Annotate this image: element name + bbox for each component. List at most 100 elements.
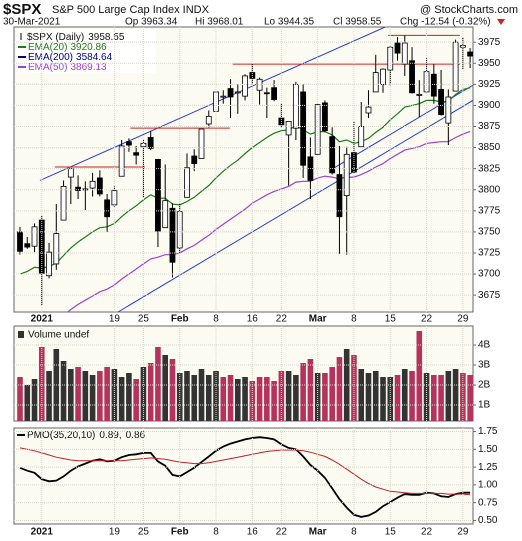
- candle-body: [416, 94, 423, 96]
- pmo-plot: [19, 436, 471, 518]
- volume-bar: [82, 371, 89, 421]
- candle-body: [126, 141, 132, 146]
- down-arrow: [497, 19, 505, 25]
- legend-entry: EMA(200) 3584.64: [28, 52, 113, 63]
- legend-name: PMO(35,20,10): [27, 430, 95, 441]
- legend-value: 3869.13: [70, 62, 107, 73]
- x-tick-label: 15: [385, 314, 397, 325]
- volume-bar: [169, 359, 176, 421]
- y-tick-label: 3925: [478, 79, 501, 90]
- volume-bar: [467, 375, 473, 421]
- x-tick-label: 19: [109, 314, 121, 325]
- x-tick-label: 25: [138, 527, 150, 538]
- x-tick-label: 16: [247, 527, 259, 538]
- x-tick-label: 2021: [31, 527, 54, 538]
- candle-body: [118, 145, 125, 177]
- candle-body: [452, 41, 459, 92]
- volume-bar: [126, 373, 132, 421]
- volume-bar: [401, 369, 408, 421]
- candle-body: [438, 88, 444, 116]
- x-tick-label: 29: [457, 314, 469, 325]
- y-tick-label: 1.75: [478, 426, 498, 437]
- candle-body: [24, 243, 31, 248]
- legend-value: 0.86: [126, 430, 146, 441]
- x-tick-label: 16: [247, 314, 259, 325]
- candle-body: [104, 199, 111, 218]
- x-tick-label: 8: [213, 527, 219, 538]
- volume-bar: [118, 377, 125, 421]
- volume-bar: [68, 369, 74, 421]
- y-tick-label: 3900: [478, 100, 501, 111]
- candle-body: [336, 174, 343, 218]
- trendline: [117, 99, 473, 312]
- candle-body: [292, 83, 299, 129]
- y-tick-label: 3800: [478, 184, 501, 195]
- volume-bar: [227, 375, 234, 421]
- volume-bar: [336, 357, 343, 421]
- candle-body: [409, 60, 415, 94]
- volume-bar: [198, 369, 205, 421]
- candle-body: [365, 106, 372, 114]
- x-tick-label: 8: [351, 314, 357, 325]
- volume-bar: [431, 375, 437, 421]
- volume-bar: [46, 371, 52, 421]
- index-name: S&P 500 Large Cap Index INDX: [52, 4, 210, 16]
- y-tick-label: 3975: [478, 37, 501, 48]
- volume-bar: [300, 363, 306, 421]
- candle-body: [155, 158, 161, 232]
- volume-bar: [184, 371, 190, 421]
- legend-value: 3958.55: [88, 32, 125, 43]
- volume-bar: [416, 331, 423, 421]
- line: [19, 447, 471, 496]
- volume-bar: [220, 377, 227, 421]
- volume-bar: [256, 377, 263, 421]
- candle-body: [300, 91, 307, 166]
- candle-body: [133, 152, 140, 156]
- volume-bar: [372, 371, 379, 421]
- candle-body: [394, 42, 401, 54]
- low: Lo 3944.35: [264, 17, 314, 28]
- volume-bar: [162, 355, 168, 421]
- candle-body: [343, 153, 350, 197]
- x-tick-label: 22: [276, 314, 288, 325]
- x-tick-label: 22: [276, 527, 288, 538]
- legend-entry: EMA(20) 3920.86: [28, 42, 107, 53]
- candle-body: [53, 233, 60, 265]
- y-tick-label: 3B: [478, 360, 491, 371]
- x-tick-label: Feb: [171, 527, 189, 538]
- line: [19, 87, 471, 275]
- volume-bar: [235, 379, 241, 421]
- panel-title: PMO(35,20,10) 0.89, 0.86: [27, 430, 146, 441]
- legend-name: $SPX (Daily): [27, 32, 84, 43]
- candle-body: [184, 167, 190, 198]
- y-tick-label: 1.50: [478, 444, 498, 455]
- candle-body: [46, 251, 52, 277]
- y-tick-label: 3750: [478, 227, 501, 238]
- y-tick-label: 3875: [478, 121, 501, 132]
- volume-bar: [24, 385, 31, 421]
- legend-name: EMA(200): [28, 52, 73, 63]
- x-tick-label: 15: [385, 527, 397, 538]
- legend-value: 0.89,: [99, 430, 121, 441]
- trendline: [39, 27, 386, 181]
- line: [66, 130, 471, 312]
- y-tick-label: 0.75: [478, 497, 498, 508]
- legend-icon: [18, 331, 24, 338]
- candle-body: [169, 207, 176, 263]
- volume-bar: [17, 377, 23, 421]
- candle-body: [387, 46, 394, 71]
- volume-bar: [445, 371, 452, 421]
- price-panel: [13, 26, 474, 313]
- volume-bar: [380, 377, 386, 421]
- y-tick-label: 4B: [478, 340, 491, 351]
- y-tick-label: 0.50: [478, 515, 498, 526]
- volume-bar: [329, 367, 335, 421]
- y-tick-label: 3950: [478, 58, 501, 69]
- candle-body: [380, 68, 386, 85]
- volume-bar: [285, 371, 292, 421]
- y-tick-label: 3850: [478, 142, 501, 153]
- panel-title: Volume undef: [28, 330, 89, 341]
- x-tick-label: Mar: [309, 527, 327, 538]
- legend-name: EMA(50): [28, 62, 67, 73]
- volume-bar: [191, 375, 198, 421]
